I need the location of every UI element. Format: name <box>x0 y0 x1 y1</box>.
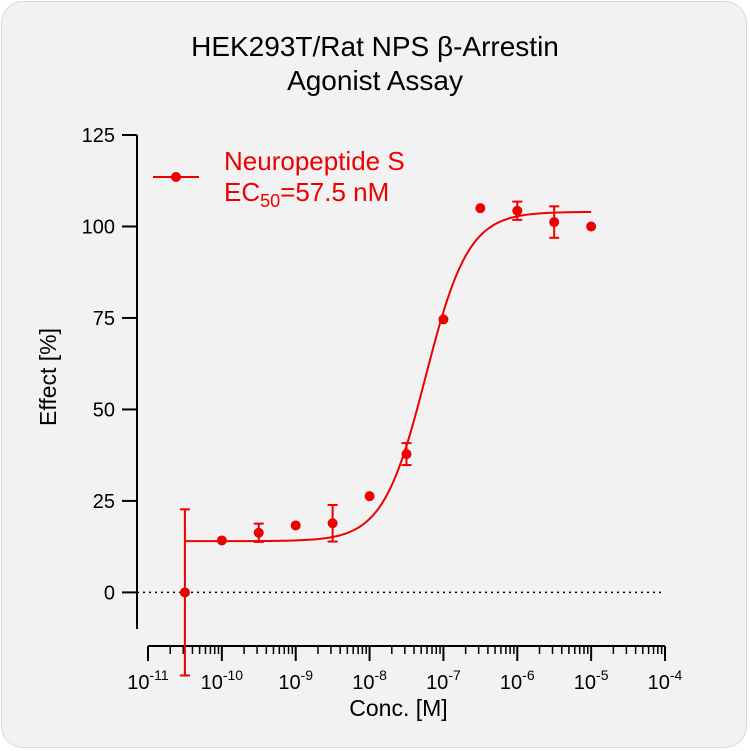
legend-marker <box>171 172 181 182</box>
data-point <box>290 520 301 531</box>
chart-title-line2: Agonist Assay <box>287 65 463 96</box>
x-tick-label: 10-8 <box>352 667 387 694</box>
legend-series-name: Neuropeptide S <box>224 146 405 176</box>
data-point <box>179 587 190 598</box>
data-point <box>438 314 449 325</box>
data-point <box>586 221 597 232</box>
data-point <box>364 491 375 502</box>
y-tick-label: 0 <box>104 582 115 604</box>
chart-title: HEK293T/Rat NPS β-Arrestin Agonist Assay <box>0 30 750 98</box>
fit-curve <box>184 210 592 543</box>
data-point <box>549 217 560 228</box>
y-axis-label: Effect [%] <box>35 328 61 426</box>
x-tick-label: 10-10 <box>201 667 244 694</box>
y-tick-label: 50 <box>93 399 115 421</box>
y-tick-label: 75 <box>93 308 115 330</box>
y-tick-label: 125 <box>82 125 115 147</box>
data-point <box>401 449 412 460</box>
x-tick-label: 10-6 <box>500 667 535 694</box>
x-axis-label: Conc. [M] <box>349 695 447 721</box>
x-tick-label: 10-7 <box>426 667 461 694</box>
x-tick-label: 10-11 <box>127 667 169 694</box>
chart-title-line1: HEK293T/Rat NPS β-Arrestin <box>191 31 559 62</box>
x-tick-label: 10-5 <box>574 667 609 694</box>
data-point <box>512 205 523 216</box>
y-tick-label: 100 <box>82 216 115 238</box>
data-point <box>327 518 338 529</box>
legend-ec50: EC50=57.5 nM <box>224 177 389 211</box>
data-point <box>475 203 486 214</box>
y-tick-label: 25 <box>93 491 115 513</box>
data-point <box>253 527 264 538</box>
x-tick-label: 10-9 <box>278 667 313 694</box>
data-point <box>216 535 227 546</box>
x-tick-label: 10-4 <box>648 667 683 694</box>
